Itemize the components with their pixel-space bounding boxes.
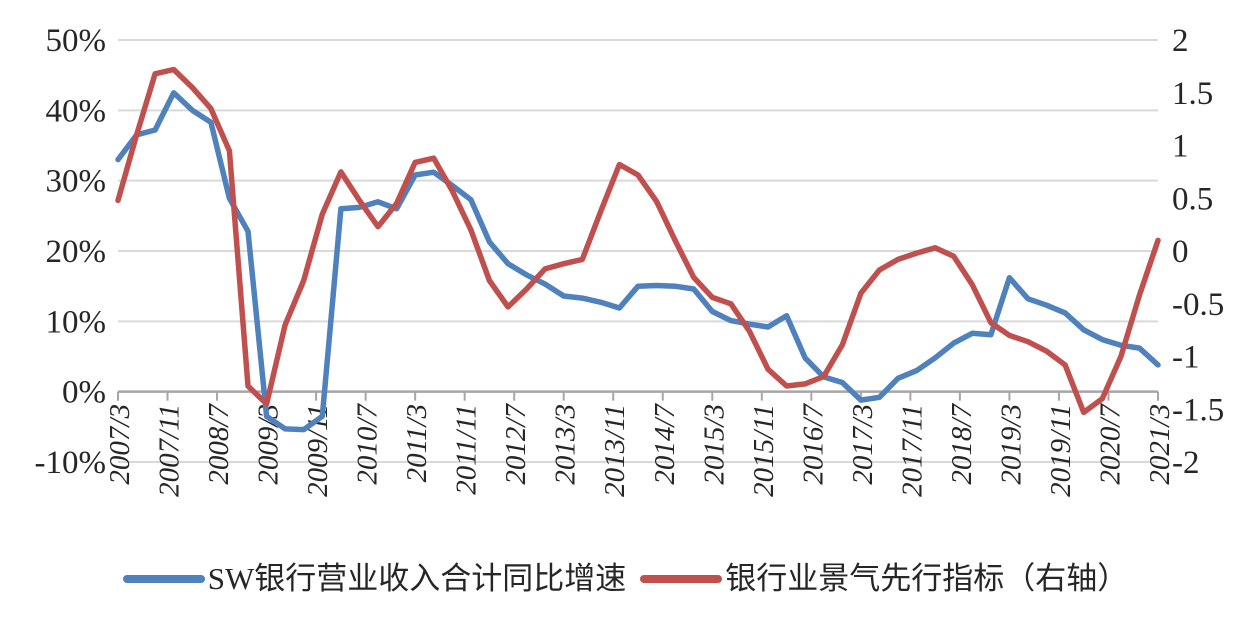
right-axis-labels: 2 1.5 1 0.5 0 -0.5 -1 -1.5 -2 [1172, 23, 1224, 481]
x-axis-tick-label: 2015/3 [698, 404, 730, 485]
x-axis-tick-label: 2013/11 [599, 404, 631, 497]
right-axis-tick-label: 0 [1172, 234, 1189, 270]
x-axis-tick-label: 2014/7 [649, 403, 681, 485]
right-axis-tick-label: 2 [1172, 23, 1189, 59]
legend: SW银行营业收入合计同比增速 银行业景气先行指标（右轴） [0, 561, 1251, 596]
legend-swatch-red-line [640, 575, 723, 584]
right-axis-tick-label: -1 [1172, 340, 1200, 376]
right-axis-tick-label: -2 [1172, 445, 1200, 481]
left-axis-tick-label: 20% [46, 234, 107, 270]
x-axis-tick-label: 2019/11 [1045, 404, 1077, 497]
legend-label-prosperity-indicator: 银行业景气先行指标（右轴） [725, 561, 1129, 596]
left-axis-tick-label: 10% [46, 304, 107, 340]
x-axis-tick-label: 2017/3 [847, 404, 879, 485]
right-axis-tick-label: 0.5 [1172, 181, 1213, 217]
x-axis-tick-label: 2015/11 [748, 404, 780, 497]
x-axis-tick-label: 2011/3 [401, 404, 433, 482]
x-axis-tick-label: 2011/11 [451, 404, 483, 495]
x-axis-tick-label: 2007/3 [104, 404, 136, 485]
series-line-prosperity-indicator [115, 66, 1161, 416]
x-axis-tick-label: 2012/7 [500, 403, 532, 485]
legend-item-revenue-growth[interactable]: SW银行营业收入合计同比增速 [122, 561, 627, 596]
x-axis-tick-label: 2018/7 [946, 403, 978, 485]
right-axis-tick-label: -1.5 [1172, 392, 1224, 428]
series-line-revenue-growth [115, 90, 1161, 433]
left-axis-tick-label: 50% [46, 23, 107, 59]
left-axis-labels: 50% 40% 30% 20% 10% 0% -10% [35, 23, 106, 481]
legend-label-revenue-growth: SW银行营业收入合计同比增速 [207, 561, 627, 596]
left-axis-tick-label: -10% [35, 445, 106, 481]
x-axis-tick-label: 2010/7 [352, 403, 384, 485]
left-axis-tick-label: 40% [46, 93, 107, 129]
x-axis [117, 390, 1159, 401]
x-axis-tick-label: 2008/7 [203, 403, 235, 485]
right-axis-tick-label: -0.5 [1172, 287, 1224, 323]
left-axis-tick-label: 0% [62, 375, 106, 411]
left-axis-tick-label: 30% [46, 164, 107, 200]
legend-swatch-blue-line [122, 575, 205, 584]
x-axis-tick-label: 2016/7 [797, 403, 829, 485]
x-axis-tick-label: 2013/3 [550, 404, 582, 485]
x-axis-tick-label: 2020/7 [1094, 403, 1126, 485]
legend-item-prosperity-indicator[interactable]: 银行业景气先行指标（右轴） [640, 561, 1129, 596]
right-axis-tick-label: 1.5 [1172, 76, 1213, 112]
gridlines [118, 39, 1158, 463]
x-axis-labels: 2007/3 2007/11 2008/7 2009/3 2009/11 2010/7 20… [104, 403, 1176, 497]
x-axis-tick-label: 2017/11 [896, 404, 928, 497]
x-axis-tick-label: 2007/11 [154, 404, 186, 497]
x-axis-tick-label: 2021/3 [1144, 404, 1176, 485]
x-axis-tick-label: 2019/3 [995, 404, 1027, 485]
right-axis-tick-label: 1 [1172, 129, 1189, 165]
